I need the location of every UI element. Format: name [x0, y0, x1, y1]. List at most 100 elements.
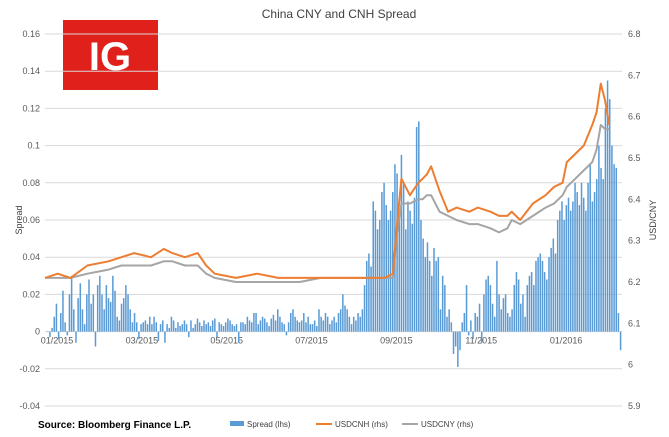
legend-usdcny-label: USDCNY (rhs) — [421, 420, 474, 429]
spread-bar — [83, 324, 86, 332]
spread-bar — [164, 331, 166, 343]
spread-bar — [591, 201, 594, 332]
left-tick-label: 0.06 — [22, 215, 40, 225]
spread-bar — [209, 326, 212, 332]
spread-bar — [578, 205, 581, 332]
spread-bar — [135, 322, 138, 332]
spread-bar — [476, 316, 479, 332]
spread-bar — [422, 238, 424, 332]
spread-bar — [118, 320, 121, 332]
spread-bar — [75, 331, 77, 343]
spread-bar — [474, 313, 476, 332]
spread-bar — [589, 164, 591, 332]
spread-bar — [528, 275, 531, 332]
spread-bar — [320, 316, 322, 332]
x-axis-ticks: 01/201503/201505/201507/201509/201511/20… — [41, 336, 583, 346]
spread-bar — [125, 285, 127, 332]
right-tick-label: 6 — [628, 360, 633, 370]
spread-bar — [192, 327, 194, 332]
spread-bar — [424, 257, 427, 332]
spread-bar — [47, 331, 49, 333]
spread-bar — [593, 192, 596, 332]
spread-bar — [222, 326, 225, 332]
spread-bar — [454, 331, 457, 347]
spread-bar — [507, 313, 509, 332]
right-tick-label: 6.7 — [628, 70, 641, 80]
spread-bar — [316, 326, 318, 332]
spread-bar — [446, 316, 448, 332]
spread-bar — [177, 322, 179, 332]
spread-bar — [270, 318, 273, 332]
spread-bar — [554, 253, 557, 332]
chart-title: China CNY and CNH Spread — [262, 7, 417, 21]
spread-bar — [606, 80, 609, 332]
spread-bar — [162, 320, 164, 332]
spread-bar — [49, 331, 51, 338]
spread-bar — [467, 331, 470, 336]
spread-bar — [205, 324, 207, 332]
spread-bar — [146, 324, 149, 332]
spread-bar — [441, 275, 444, 332]
spread-bar — [188, 331, 190, 338]
spread-bar — [346, 309, 348, 332]
spread-bar — [248, 320, 251, 332]
spread-bar — [461, 322, 463, 332]
spread-bar — [470, 320, 472, 332]
spread-bar — [556, 220, 559, 332]
spread-bar — [235, 324, 238, 332]
spread-bar — [548, 257, 550, 332]
spread-bar — [214, 318, 216, 332]
spread-bar — [57, 331, 60, 340]
spread-bar — [88, 279, 90, 332]
spread-bar — [303, 313, 305, 332]
spread-bar — [283, 324, 286, 332]
spread-bar — [261, 316, 264, 332]
spread-bar — [203, 320, 205, 332]
spread-bar — [491, 303, 494, 332]
spread-bar — [552, 238, 555, 332]
spread-bar — [181, 324, 184, 332]
spread-bar — [311, 324, 314, 332]
spread-bar — [179, 326, 181, 332]
spread-bar — [478, 303, 481, 332]
spread-bar — [166, 324, 168, 332]
left-tick-label: 0.08 — [22, 178, 40, 188]
spread-bar — [439, 309, 442, 332]
spread-bar — [201, 326, 203, 332]
spread-bar — [522, 294, 524, 332]
spread-bar — [585, 210, 587, 332]
spread-bar — [533, 285, 535, 332]
spread-bar — [381, 192, 383, 332]
spread-bar — [224, 322, 227, 332]
spread-bar — [194, 324, 197, 332]
x-tick-label: 07/2015 — [295, 336, 328, 346]
spread-bar — [207, 322, 210, 332]
spread-bar — [227, 318, 229, 332]
left-tick-label: 0.1 — [27, 141, 40, 151]
spread-bar — [218, 322, 220, 332]
left-axis-label: Spread — [14, 205, 24, 234]
spread-bar — [129, 309, 131, 332]
spread-bar — [73, 309, 75, 332]
spread-bar — [572, 201, 574, 332]
spread-bar — [105, 285, 108, 332]
spread-bar — [420, 220, 422, 332]
spread-bar — [413, 197, 416, 332]
spread-bar — [350, 324, 353, 332]
x-tick-label: 09/2015 — [380, 336, 413, 346]
spread-bar — [107, 298, 110, 332]
spread-bar — [77, 298, 79, 332]
spread-bar — [294, 316, 296, 332]
spread-bar — [279, 316, 281, 332]
spread-bar — [55, 303, 58, 332]
spread-bar — [168, 327, 171, 332]
spread-bar — [185, 324, 188, 332]
spread-bar — [617, 313, 620, 332]
right-tick-label: 6.4 — [628, 194, 641, 204]
spread-bar — [509, 316, 511, 332]
spread-bar — [372, 201, 374, 332]
legend: Spread (lhs) USDCNH (rhs) USDCNY (rhs) — [230, 420, 474, 429]
x-tick-label: 01/2016 — [550, 336, 583, 346]
ig-logo: IG — [63, 20, 158, 90]
spread-bar — [411, 223, 414, 332]
